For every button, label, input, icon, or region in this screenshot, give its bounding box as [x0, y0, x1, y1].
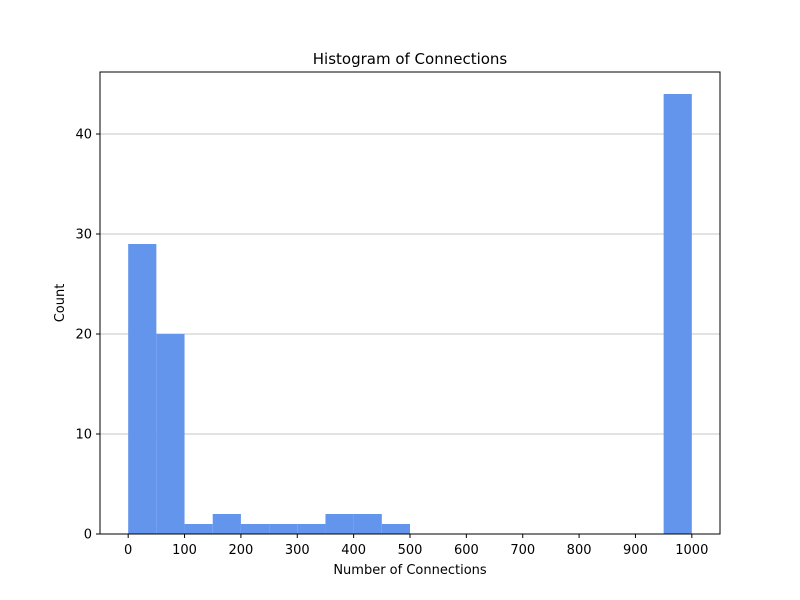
y-axis-label: Count — [53, 284, 68, 323]
histogram-bar — [128, 244, 157, 534]
histogram-bar — [663, 94, 692, 534]
histogram-bar — [325, 514, 354, 534]
histogram-bar — [212, 514, 241, 534]
histogram-bar — [269, 524, 298, 534]
x-tick-label: 100 — [172, 543, 197, 558]
histogram-bar — [353, 514, 382, 534]
histogram-bar — [156, 334, 185, 534]
histogram-bar — [381, 524, 410, 534]
histogram-bar — [184, 524, 213, 534]
x-tick-label: 300 — [285, 543, 310, 558]
x-tick-label: 800 — [567, 543, 592, 558]
histogram-bar — [297, 524, 326, 534]
x-axis-ticks: 0 100 200 300 400 500 600 700 800 900 1000 — [124, 534, 708, 558]
x-tick-label: 500 — [398, 543, 423, 558]
x-axis-label: Number of Connections — [333, 563, 487, 578]
histogram-bar — [240, 524, 270, 534]
y-axis-ticks: 0 10 20 30 40 — [75, 128, 100, 543]
plot-frame — [99, 71, 721, 535]
grid-lines — [100, 133, 720, 435]
y-tick-label: 30 — [75, 228, 92, 243]
y-tick-label: 0 — [84, 528, 92, 543]
bars — [128, 94, 692, 534]
x-tick-label: 900 — [623, 543, 648, 558]
x-tick-label: 400 — [341, 543, 366, 558]
x-tick-label: 700 — [510, 543, 535, 558]
x-tick-label: 0 — [124, 543, 132, 558]
y-tick-label: 40 — [75, 128, 92, 143]
chart-title: Histogram of Connections — [313, 50, 508, 68]
x-tick-label: 600 — [454, 543, 479, 558]
y-tick-label: 10 — [75, 428, 92, 443]
x-tick-label: 200 — [228, 543, 253, 558]
x-tick-label: 1000 — [675, 543, 708, 558]
y-tick-label: 20 — [75, 328, 92, 343]
